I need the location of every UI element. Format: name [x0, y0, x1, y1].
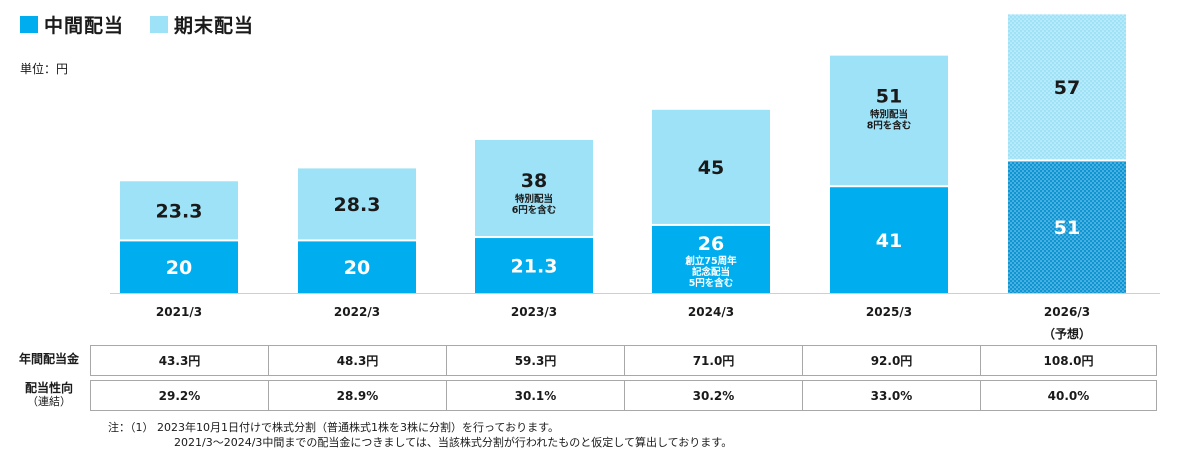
legend-swatch-year-end [150, 15, 168, 33]
row-label-payout-ratio-sub: （連結） [27, 395, 71, 408]
x-tick-label: 2026/3 [1044, 305, 1090, 319]
x-tick-label: 2023/3 [511, 305, 557, 319]
payout-ratio-cell: 30.2% [624, 380, 803, 411]
payout-ratio-cell: 29.2% [90, 380, 269, 411]
note-interim: 記念配当 [692, 266, 730, 278]
row-label-annual-dividend-text: 年間配当金 [18, 352, 79, 366]
data-label-interim: 41 [876, 230, 902, 252]
annual-dividend-cell: 108.0円 [980, 345, 1157, 376]
annual-dividend-cell: 43.3円 [90, 345, 269, 376]
data-label-interim: 20 [344, 257, 370, 279]
legend-swatch-interim [20, 15, 38, 33]
bar-year-end-2023/3 [475, 140, 593, 237]
data-label-year-end: 38 [521, 170, 547, 192]
legend-label-year-end: 期末配当 [174, 14, 255, 37]
unit-label: 単位：円 [20, 62, 69, 76]
bar-interim-2021/3 [120, 241, 238, 293]
data-label-interim: 21.3 [511, 256, 558, 278]
note-year-end: 6円を含む [512, 204, 557, 216]
x-tick-label: 2025/3 [866, 305, 912, 319]
row-label-payout-ratio-text: 配当性向 [24, 381, 73, 395]
bar-year-end-2024/3 [652, 109, 770, 224]
data-label-year-end: 28.3 [334, 194, 381, 216]
bar-interim-forecast-pattern [1008, 161, 1126, 293]
row-label-payout-ratio: 配当性向 （連結） [10, 381, 88, 409]
data-label-interim: 51 [1054, 217, 1080, 239]
annual-dividend-cell: 48.3円 [268, 345, 447, 376]
note-interim: 5円を含む [689, 277, 734, 289]
stacked-bar-chart: 2023.32021/32028.32022/321.338特別配当6円を含む2… [110, 14, 1160, 341]
note-year-end: 8円を含む [867, 120, 912, 132]
bar-year-end-2022/3 [298, 168, 416, 240]
data-label-interim: 26 [698, 233, 724, 255]
payout-ratio-cell: 40.0% [980, 380, 1157, 411]
footnote-line-2: 2021/3～2024/3中間までの配当金につきましては、当該株式分割が行われた… [174, 436, 733, 449]
annual-dividend-cell: 71.0円 [624, 345, 803, 376]
bar-interim-2022/3 [298, 241, 416, 293]
data-label-interim: 20 [166, 257, 192, 279]
note-year-end: 特別配当 [515, 193, 553, 205]
row-label-annual-dividend: 年間配当金 [10, 352, 88, 366]
bar-year-end-2025/3 [830, 55, 948, 186]
annual-dividend-cell: 59.3円 [446, 345, 625, 376]
data-label-year-end: 57 [1054, 77, 1080, 99]
legend-interim: 中間配当 [20, 12, 125, 37]
annual-dividend-cell: 92.0円 [802, 345, 981, 376]
x-tick-label: 2024/3 [688, 305, 734, 319]
payout-ratio-cell: 28.9% [268, 380, 447, 411]
bar-interim-2023/3 [475, 238, 593, 293]
data-label-year-end: 51 [876, 86, 902, 108]
payout-ratio-cell: 33.0% [802, 380, 981, 411]
data-label-year-end: 45 [698, 157, 724, 179]
legend-year-end: 期末配当 [150, 12, 255, 37]
x-tick-sublabel: （予想） [1043, 326, 1091, 341]
footnote-line-1: 注：（1） 2023年10月1日付けで株式分割（普通株式1株を3株に分割）を行っ… [108, 421, 559, 434]
bar-year-end-2021/3 [120, 181, 238, 240]
x-tick-label: 2021/3 [156, 305, 202, 319]
note-year-end: 特別配当 [870, 109, 908, 121]
bar-year-end-forecast-pattern [1008, 14, 1126, 160]
note-interim: 創立75周年 [684, 255, 737, 267]
bar-interim-2024/3 [652, 225, 770, 293]
payout-ratio-cell: 30.1% [446, 380, 625, 411]
legend-label-interim: 中間配当 [44, 14, 125, 37]
bar-interim-2025/3 [830, 187, 948, 293]
x-tick-label: 2022/3 [334, 305, 380, 319]
data-label-year-end: 23.3 [156, 200, 203, 222]
